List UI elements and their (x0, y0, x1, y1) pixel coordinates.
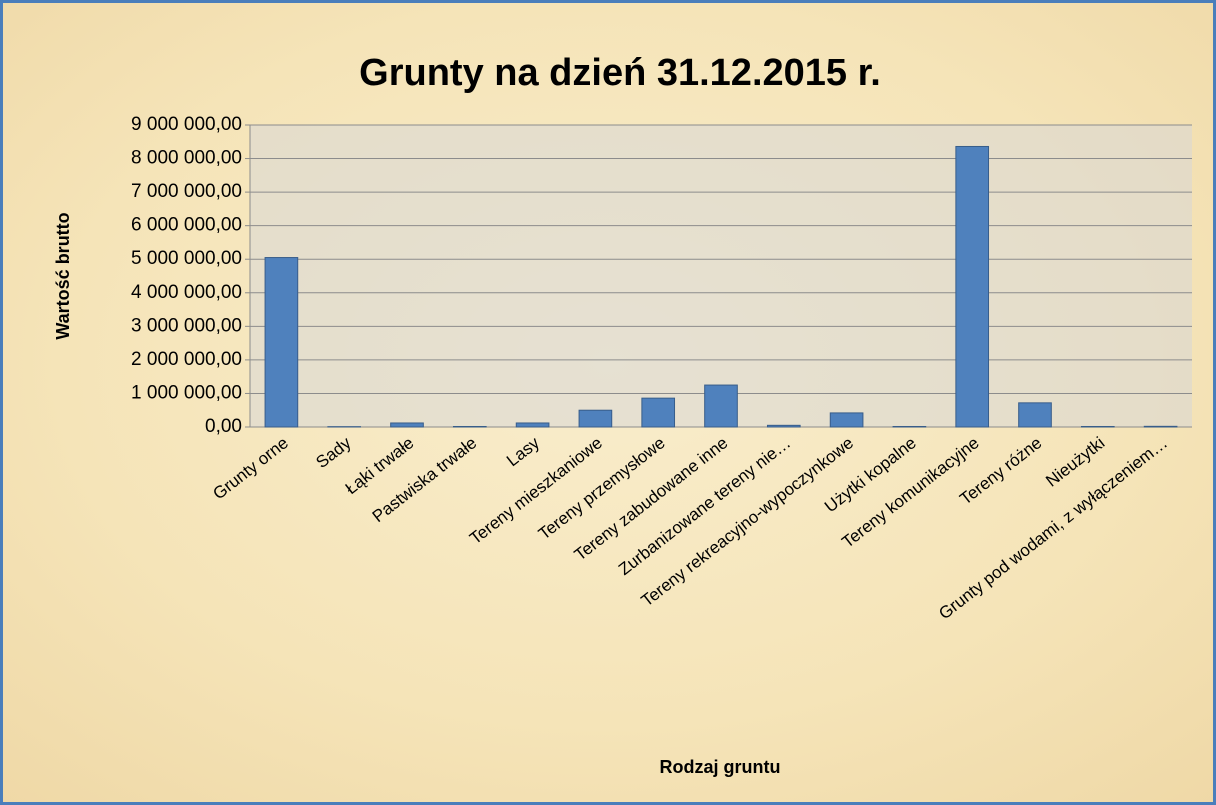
bar (1080, 425, 1115, 428)
bar (766, 424, 801, 428)
bar (955, 145, 990, 428)
bar (892, 425, 927, 428)
y-tick-label: 1 000 000,00 (131, 382, 242, 403)
y-tick-label: 4 000 000,00 (131, 282, 242, 303)
y-tick-label: 3 000 000,00 (131, 315, 242, 336)
bar (515, 422, 550, 428)
y-tick-label: 2 000 000,00 (131, 349, 242, 370)
bar (704, 384, 738, 428)
bar (829, 412, 864, 428)
bar (1018, 402, 1052, 428)
y-tick-label: 7 000 000,00 (131, 181, 242, 202)
y-tick-label: 9 000 000,00 (131, 114, 242, 135)
bar (452, 425, 487, 428)
y-tick-label: 8 000 000,00 (131, 148, 242, 169)
y-tick-label: 0,00 (205, 416, 242, 437)
bar (641, 397, 676, 428)
bar (264, 257, 299, 428)
plot-area (250, 125, 1192, 427)
y-tick-label: 5 000 000,00 (131, 248, 242, 269)
y-axis-title: Wartość brutto (53, 212, 73, 339)
y-tick-label: 6 000 000,00 (131, 215, 242, 236)
bar (578, 409, 613, 428)
x-axis-title: Rodzaj gruntu (660, 757, 781, 777)
chart-title: Grunty na dzień 31.12.2015 r. (359, 52, 881, 94)
bar (390, 422, 424, 428)
bar (1143, 425, 1178, 428)
